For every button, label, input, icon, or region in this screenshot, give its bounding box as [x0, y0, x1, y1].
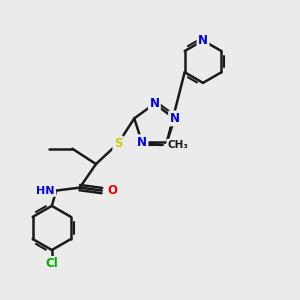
Text: N: N	[149, 97, 159, 110]
Text: S: S	[114, 137, 122, 150]
Text: N: N	[198, 34, 208, 47]
Text: N: N	[137, 136, 147, 148]
Text: HN: HN	[36, 186, 55, 196]
Text: O: O	[107, 184, 117, 197]
Text: CH₃: CH₃	[168, 140, 189, 150]
Text: N: N	[169, 112, 180, 125]
Text: Cl: Cl	[45, 257, 58, 270]
